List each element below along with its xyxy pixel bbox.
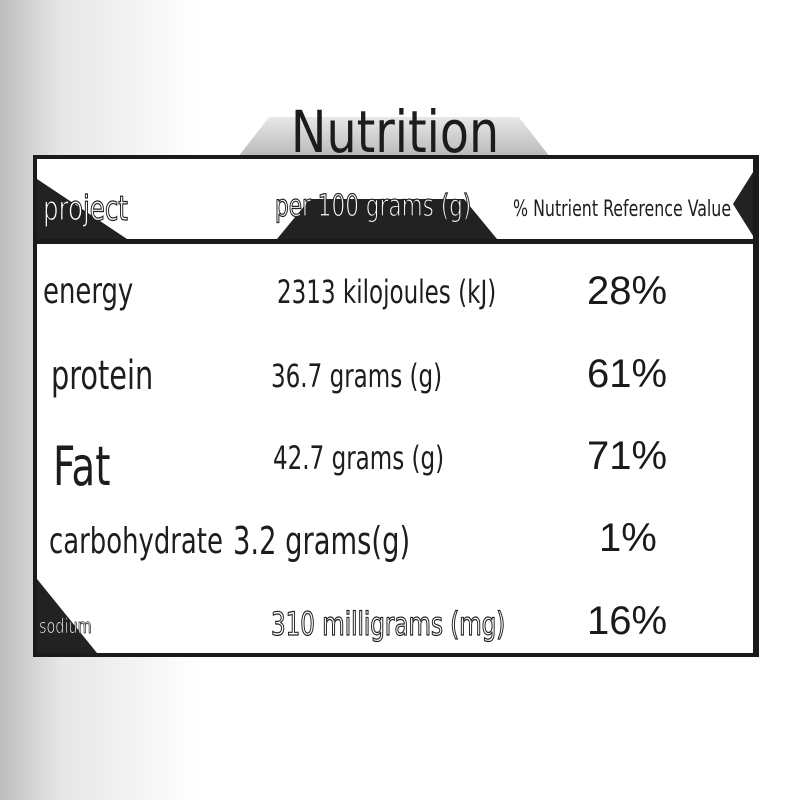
- row-fat-item: Fat: [53, 435, 111, 498]
- table-header: project per 100 grams (g) % Nutrient Ref…: [37, 159, 753, 244]
- decoration: [277, 199, 497, 239]
- row-sodium-amount: 310 milligrams (mg): [271, 604, 506, 643]
- decoration: [733, 169, 753, 239]
- header-item: project: [43, 188, 129, 229]
- row-carbohydrate-item: carbohydrate: [49, 521, 223, 562]
- header-per-100g: per 100 grams (g): [275, 188, 472, 224]
- row-fat-nrv: 71%: [587, 434, 668, 478]
- row-protein-item: protein: [51, 353, 154, 399]
- row-protein-amount: 36.7 grams (g): [271, 357, 443, 395]
- row-energy-amount: 2313 kilojoules (kJ): [277, 273, 497, 311]
- row-protein-nrv: 61%: [587, 352, 668, 396]
- row-carbohydrate-amount: 3.2 grams(g): [233, 519, 411, 563]
- title-tab-decoration: [238, 117, 550, 157]
- row-energy-item: energy: [43, 271, 134, 312]
- row-sodium-item: sodium: [39, 614, 92, 639]
- page-title: Nutrition: [290, 98, 500, 166]
- row-energy-nrv: 28%: [587, 269, 668, 313]
- header-nrv: % Nutrient Reference Value: [513, 197, 732, 222]
- row-fat-amount: 42.7 grams (g): [273, 439, 445, 477]
- nutrition-table: project per 100 grams (g) % Nutrient Ref…: [33, 155, 759, 657]
- row-sodium-nrv: 16%: [587, 599, 668, 643]
- row-carbohydrate-nrv: 1%: [599, 516, 657, 560]
